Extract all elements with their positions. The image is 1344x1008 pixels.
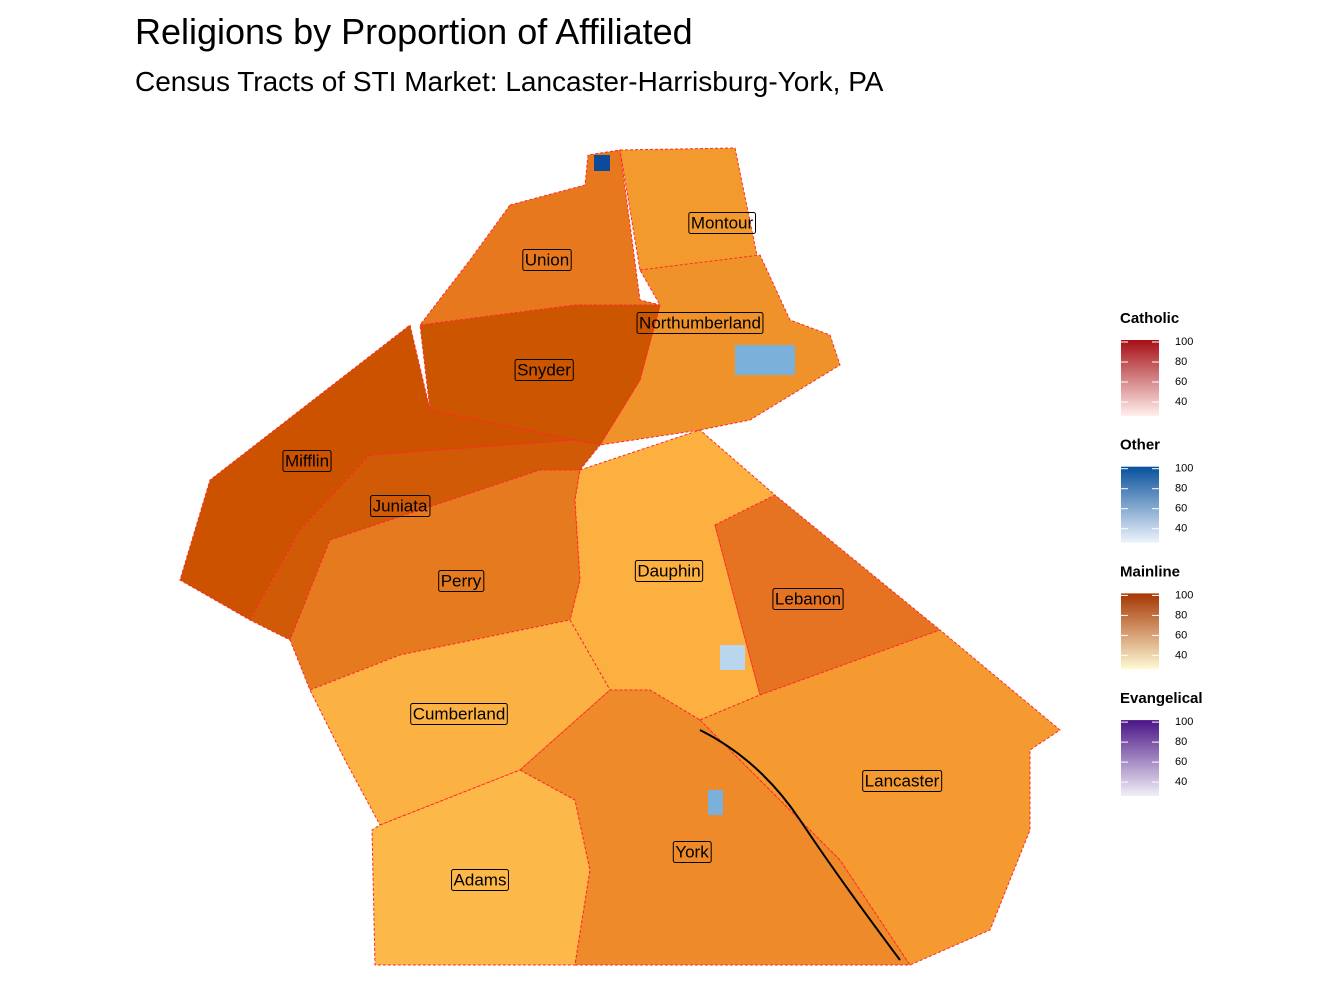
county-mifflin	[179, 324, 576, 621]
legend-colorbar	[1121, 340, 1159, 416]
county-label: Snyder	[514, 358, 574, 381]
legend-tick-label: 100	[1175, 589, 1193, 601]
county-label-text: Snyder	[517, 360, 571, 379]
tract	[720, 645, 745, 670]
county-label-text: Lancaster	[865, 771, 940, 790]
label-box	[522, 248, 572, 271]
label-box	[410, 702, 508, 725]
title: Religions by Proportion of Affiliated	[135, 11, 693, 52]
county-label-text: Adams	[454, 870, 507, 889]
legend: Catholic 100 80 60 40 Other 100 80 60 40 Mainline 1…	[1120, 310, 1203, 797]
legend-tick-label: 80	[1175, 483, 1187, 495]
label-box	[282, 449, 332, 472]
county-label-text: Cumberland	[413, 704, 506, 723]
county-label: Cumberland	[410, 702, 508, 725]
legend-tick-label: 60	[1175, 629, 1187, 641]
legend-title: Evangelical	[1120, 690, 1203, 707]
tract	[594, 155, 610, 171]
label-box	[370, 494, 431, 517]
county-label: Dauphin	[634, 559, 704, 582]
legend-tick-label: 100	[1175, 463, 1193, 475]
county-label: Lancaster	[862, 769, 943, 792]
county-label: Montour	[688, 211, 757, 234]
label-box	[634, 559, 704, 582]
county-juniata	[249, 439, 601, 641]
legend-colorbar	[1121, 593, 1159, 670]
county-label-text: Northumberland	[639, 313, 761, 332]
county-label: Juniata	[370, 494, 431, 517]
county-label: York	[672, 840, 712, 863]
legend-tick-label: 60	[1175, 376, 1187, 388]
legend-title: Mainline	[1120, 563, 1180, 580]
county-lancaster	[699, 629, 1061, 966]
label-box	[438, 569, 485, 592]
county-label-text: Union	[525, 250, 569, 269]
river	[699, 729, 901, 961]
subtitle: Census Tracts of STI Market: Lancaster-H…	[135, 66, 884, 97]
legend-tick-label: 40	[1175, 523, 1187, 535]
legend-tick-label: 60	[1175, 756, 1187, 768]
legend-tick-label: 80	[1175, 736, 1187, 748]
county-label-text: Montour	[691, 213, 754, 232]
label-box	[514, 358, 574, 381]
legend-tick-label: 40	[1175, 396, 1187, 408]
county-label: Union	[522, 248, 572, 271]
county-labels: Montour Union Northumberland Snyder Mifflin J…	[282, 211, 943, 891]
legend-tick-label: 60	[1175, 503, 1187, 515]
label-box	[636, 311, 764, 334]
county-label-text: York	[675, 842, 709, 861]
legend-colorbar	[1121, 720, 1159, 797]
county-northumberland	[599, 254, 841, 446]
county-union	[418, 149, 661, 326]
legend-tick-label: 80	[1175, 609, 1187, 621]
county-label-text: Dauphin	[637, 561, 700, 580]
label-box	[688, 211, 757, 234]
label-box	[451, 868, 509, 891]
label-box	[672, 840, 712, 863]
county-label-text: Perry	[441, 571, 482, 590]
legend-tick-label: 40	[1175, 649, 1187, 661]
county-york	[519, 689, 911, 966]
county-label: Perry	[438, 569, 485, 592]
legend-tick-label: 80	[1175, 356, 1187, 368]
legend-title: Catholic	[1120, 310, 1179, 327]
counties	[179, 147, 1061, 966]
tract	[708, 790, 723, 815]
county-label-text: Lebanon	[775, 589, 841, 608]
county-label: Mifflin	[282, 449, 332, 472]
legend-tick-label: 40	[1175, 776, 1187, 788]
legend-tick-label: 100	[1175, 336, 1193, 348]
county-label: Lebanon	[772, 587, 844, 610]
legend-tick-label: 100	[1175, 716, 1193, 728]
county-montour	[619, 147, 761, 271]
county-label: Northumberland	[636, 311, 764, 334]
legend-title: Other	[1120, 437, 1160, 454]
label-box	[862, 769, 943, 792]
county-label-text: Juniata	[373, 496, 428, 515]
legend-colorbar	[1121, 466, 1159, 543]
tract	[735, 345, 795, 375]
county-label: Adams	[451, 868, 509, 891]
county-label-text: Mifflin	[285, 451, 329, 470]
county-snyder	[419, 304, 661, 446]
label-box	[772, 587, 844, 610]
